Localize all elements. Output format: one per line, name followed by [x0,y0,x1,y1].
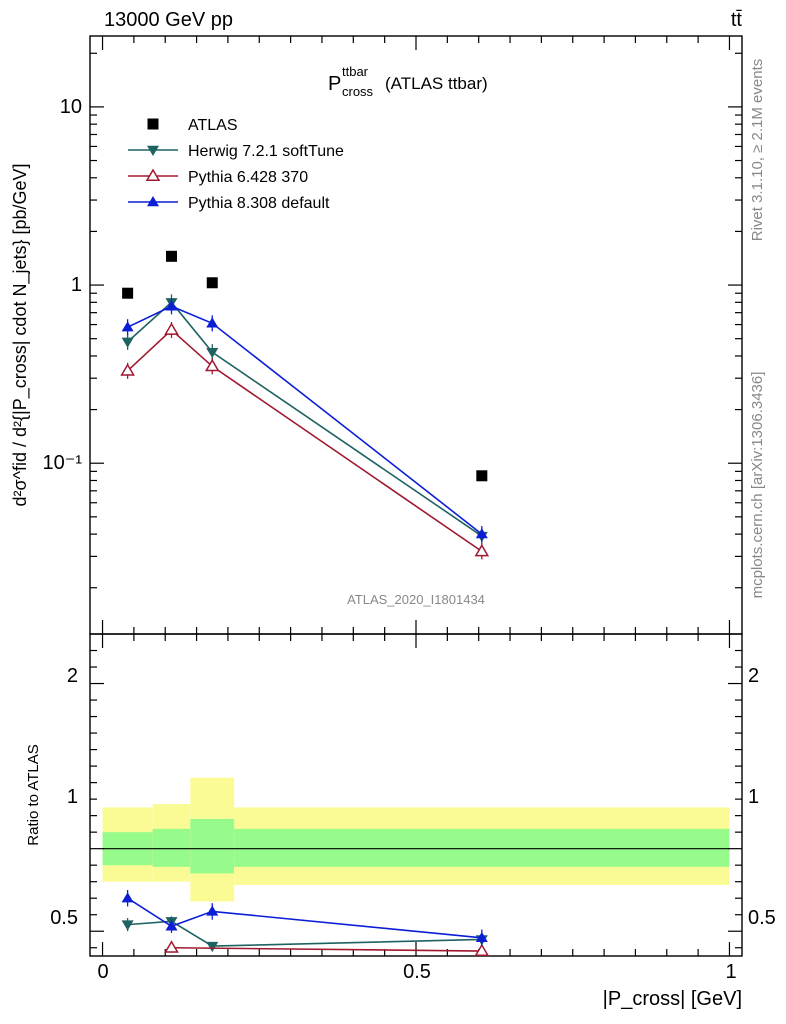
main-data-marks [120,250,490,560]
data-point [166,250,177,262]
data-point [165,300,178,311]
analysis-id-label: ATLAS_2020_I1801434 [347,592,485,607]
ratio-point [475,931,488,943]
ratio-point [121,920,134,931]
mcplots-label: mcplots.cern.ch [arXiv:1306.3436] [749,372,766,599]
x-tick-labels: 0 0.5 1 [97,961,736,983]
ratio-point [165,920,178,931]
inner-band-bin-1 [152,828,191,867]
axis-ticks [90,36,742,956]
ratio-line-1 [171,946,482,952]
ratio-point [164,940,179,953]
data-point [476,470,488,482]
ratio-y-tick-labels: 2 1 0.5 2 1 0.5 [50,665,776,929]
y-tick-label-10: 10 [60,96,82,118]
title-sup: ttbar [342,64,369,79]
ratio-tick-label-0.5: 0.5 [50,907,78,929]
legend-label-3: Pythia 8.308 default [188,195,330,212]
ratio-point [206,905,219,916]
data-point [122,287,134,299]
data-point [474,543,490,557]
inner-band-bin-3 [234,828,730,867]
y-tick-label-0.1: 10⁻¹ [43,452,83,474]
rivet-version-label: Rivet 3.1.10, ≥ 2.1M events [749,59,766,242]
ratio-point [121,892,134,903]
ratio-line-0 [127,920,482,947]
legend: ATLAS Herwig 7.2.1 softTune Pythia 6.428 3… [128,117,344,212]
data-point [206,317,219,328]
ratio-tick-label-0.5-right: 0.5 [748,907,776,929]
x-tick-label-0.5: 0.5 [403,961,431,983]
ratio-panel-frame [89,633,743,957]
legend-marker-3 [147,196,159,207]
ratio-line-2 [127,897,482,939]
data-point [164,322,179,335]
ratio-tick-label-2: 2 [67,665,78,687]
data-point [206,347,219,359]
data-point [121,321,134,332]
series-line-2 [127,328,483,553]
legend-marker-1 [147,145,159,156]
inner-band-bin-2 [190,818,235,874]
data-point [206,277,218,289]
chart-title: P ttbar cross (ATLAS ttbar) [328,64,488,99]
legend-label-1: Herwig 7.2.1 softTune [188,143,344,160]
x-axis-label: |P_cross| [GeV] [603,988,742,1010]
ratio-y-axis-label: Ratio to ATLAS [25,744,42,845]
title-suffix: (ATLAS ttbar) [385,74,488,93]
x-tick-label-0: 0 [97,961,108,983]
data-point [475,528,488,539]
process-label: tt̄ [731,9,743,31]
legend-marker-2 [145,168,161,181]
ratio-data-marks [121,889,490,956]
energy-label: 13000 GeV pp [104,9,233,31]
ratio-tick-label-1: 1 [67,786,78,808]
series-line-1 [127,301,483,537]
ratio-uncertainty-bands [102,777,730,902]
series-line-3 [127,305,483,535]
legend-label-2: Pythia 6.428 370 [188,169,308,186]
data-point [204,358,220,372]
x-tick-label-1: 1 [725,961,736,983]
main-y-axis-label: d²σ^fid / d²{|P_cross| cdot N_jets} [pb/… [10,163,31,506]
ratio-tick-label-2-right: 2 [748,665,759,687]
ratio-point [474,943,490,956]
legend-marker-0 [147,118,159,130]
y-tick-label-1: 1 [71,274,82,296]
title-main: P [328,73,341,95]
title-sub: cross [342,84,374,99]
legend-label-0: ATLAS [188,117,238,134]
ratio-tick-label-1-right: 1 [748,786,759,808]
data-point [120,363,135,376]
data-point [121,337,134,348]
ratio-point [206,941,219,953]
main-y-tick-labels: 10 1 10⁻¹ [43,96,83,474]
